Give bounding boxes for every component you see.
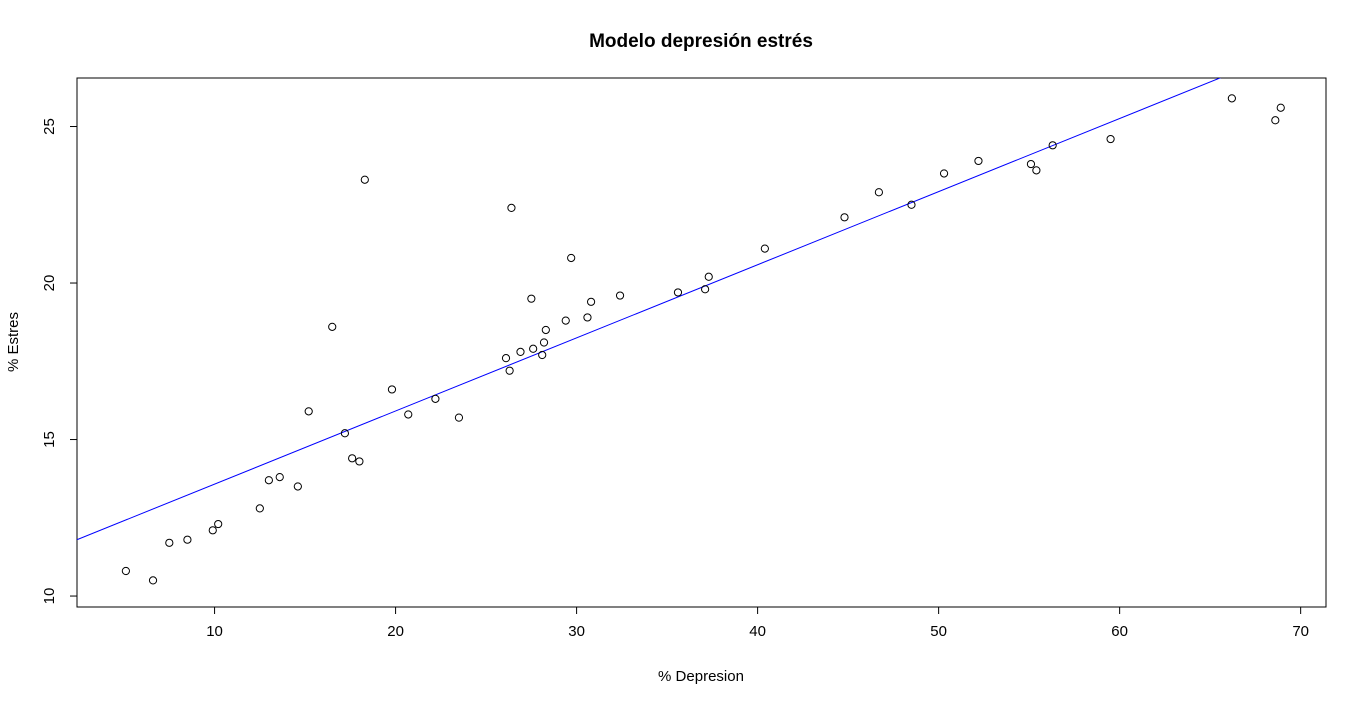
data-point: [529, 344, 538, 353]
data-point: [1276, 103, 1285, 112]
x-tick-label: 50: [930, 623, 947, 640]
x-tick-label: 40: [749, 623, 766, 640]
data-point: [208, 526, 217, 535]
data-point: [360, 175, 369, 184]
data-point: [183, 535, 192, 544]
data-point: [1271, 116, 1280, 125]
y-tick-label: 25: [41, 118, 58, 135]
data-point: [527, 294, 536, 303]
data-point: [505, 366, 514, 375]
data-point: [539, 338, 549, 347]
y-tick-label: 10: [41, 588, 58, 605]
data-point: [304, 407, 313, 416]
data-point: [293, 482, 302, 491]
data-point: [701, 285, 710, 294]
data-point: [874, 188, 883, 197]
data-point: [1026, 159, 1036, 169]
data-point: [404, 410, 413, 419]
x-tick-label: 10: [206, 623, 223, 640]
data-point: [1032, 166, 1041, 175]
data-point: [340, 429, 350, 438]
data-point: [704, 272, 713, 281]
data-point: [1106, 134, 1115, 144]
x-tick-label: 20: [387, 623, 404, 640]
data-point: [907, 200, 916, 209]
plot-layer: 10 20 30 40 50 60 70 10 15 20 25: [41, 77, 1327, 640]
x-tick-label: 30: [568, 623, 585, 640]
data-point: [840, 213, 849, 222]
y-tick-label: 20: [41, 275, 58, 292]
data-point: [516, 347, 525, 356]
data-point: [541, 325, 550, 335]
data-point: [165, 538, 174, 547]
data-point: [264, 476, 273, 485]
x-tick-label: 70: [1292, 623, 1309, 640]
data-point: [387, 385, 397, 394]
data-point: [583, 313, 592, 322]
data-point: [1227, 94, 1236, 103]
data-point: [275, 472, 284, 482]
data-point: [148, 576, 158, 585]
data-point: [974, 156, 983, 166]
data-point: [431, 394, 440, 403]
data-point: [760, 244, 769, 253]
data-point: [348, 454, 357, 463]
data-point: [255, 504, 264, 513]
plot-frame: [76, 77, 1327, 608]
data-point: [355, 457, 364, 466]
y-axis-label: % Estres: [5, 312, 22, 372]
data-point: [1048, 141, 1057, 150]
y-tick-label: 15: [41, 431, 58, 448]
data-point: [615, 291, 625, 300]
data-point: [328, 322, 337, 331]
data-point: [507, 203, 516, 213]
data-point: [561, 316, 570, 325]
chart-title: Modelo depresión estrés: [589, 31, 813, 52]
data-point: [538, 350, 547, 360]
data-point: [501, 354, 511, 363]
data-point: [121, 566, 130, 576]
data-point: [586, 297, 596, 306]
data-point: [214, 519, 223, 529]
x-tick-label: 60: [1111, 623, 1128, 640]
x-axis-label: % Depresion: [658, 668, 744, 685]
data-point: [567, 253, 576, 263]
data-point: [939, 169, 949, 178]
data-point: [673, 288, 683, 297]
data-point: [454, 413, 464, 422]
